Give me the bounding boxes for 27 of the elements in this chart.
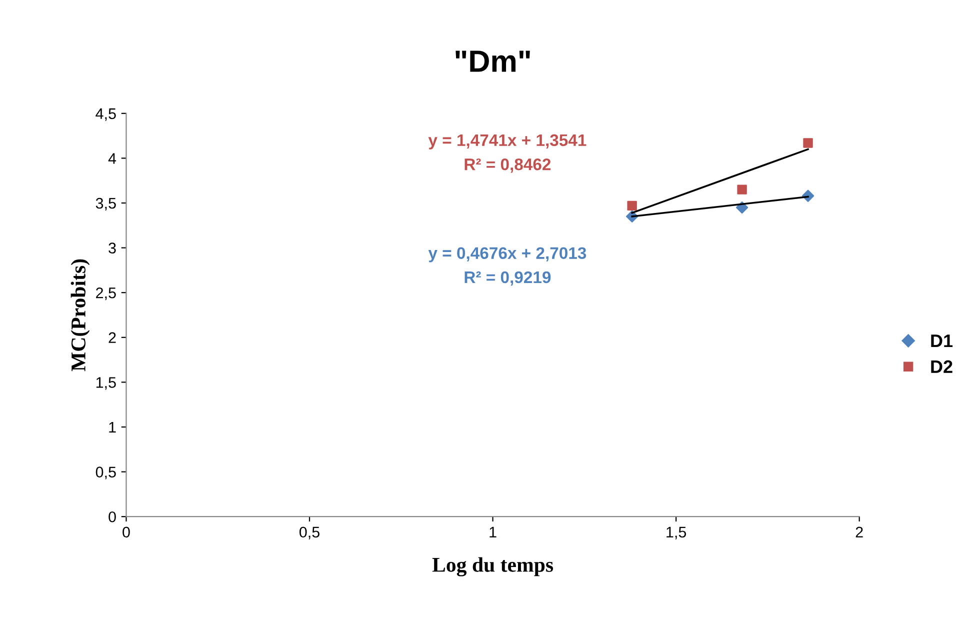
annotation: R² = 0,9219	[464, 271, 551, 286]
y-tick-label: 3	[108, 242, 116, 254]
x-tick-label: 0,5	[299, 526, 320, 540]
x-tick-label: 1	[490, 526, 496, 538]
annotation: y = 1,4741x + 1,3541	[428, 134, 586, 150]
legend-label: D1	[931, 334, 953, 348]
point	[803, 138, 813, 148]
point	[627, 200, 637, 211]
y-tick-label: 1,5	[96, 377, 116, 390]
y-tick-label: 1	[109, 422, 116, 433]
x-axis-title: Log du temps	[432, 557, 554, 576]
y-tick-label: 2,5	[96, 287, 116, 300]
x-tick-label: 0	[122, 526, 130, 538]
y-tick-label: 4,5	[96, 108, 116, 121]
y-tick-label: 3,5	[96, 198, 116, 210]
legend-label: D2	[931, 360, 952, 373]
annotation: R² = 0,8462	[464, 158, 551, 173]
y-tick-label: 2	[108, 332, 116, 343]
annotation: y = 0,4676x + 2,7013	[428, 247, 586, 262]
y-tick-label: 0,5	[96, 466, 116, 480]
chart-title: "Dm"	[456, 50, 530, 72]
y-axis-title: MC(Probits)	[70, 259, 90, 372]
x-tick-label: 1,5	[666, 526, 686, 540]
y-tick-label: 4	[108, 153, 116, 164]
point	[737, 184, 747, 194]
y-tick-label: 0	[108, 511, 116, 522]
x-tick-label: 2	[856, 526, 863, 538]
